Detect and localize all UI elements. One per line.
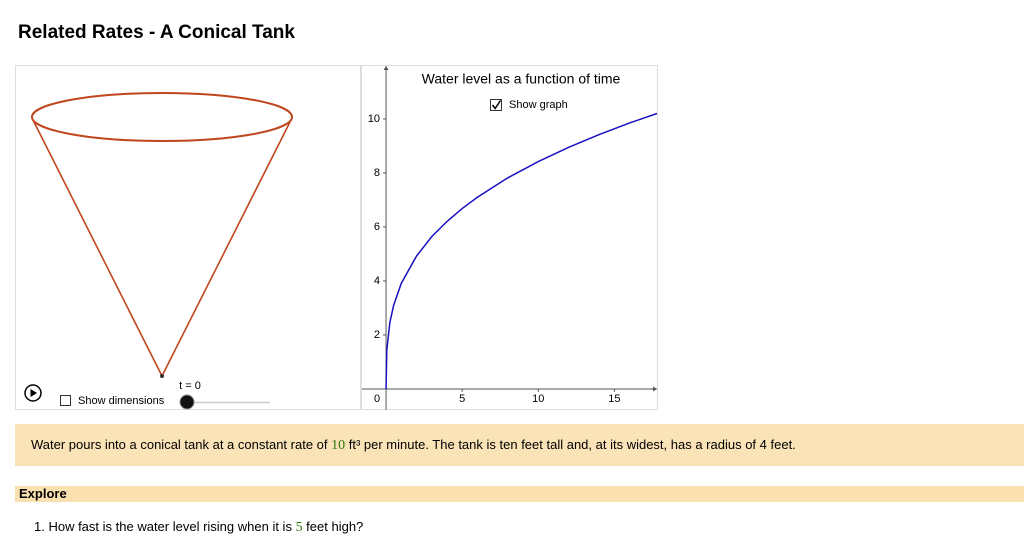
intro-text: ft³ per minute. The tank is ten feet tal… <box>345 437 796 452</box>
y-tick-label: 2 <box>374 329 380 341</box>
intro-box: Water pours into a conical tank at a con… <box>15 424 1024 466</box>
page-title: Related Rates - A Conical Tank <box>18 22 295 43</box>
question-text: feet high? <box>302 519 364 534</box>
tank-panel <box>15 65 361 410</box>
question-text: How fast is the water level rising when … <box>44 519 296 534</box>
checkmark <box>491 100 502 110</box>
x-tick-label: 10 <box>532 393 544 405</box>
graph-title: Water level as a function of time <box>422 71 621 87</box>
y-axis-arrow <box>383 66 389 70</box>
question: 1. How fast is the water level rising wh… <box>34 519 363 536</box>
water-level-curve <box>385 112 658 389</box>
y-tick-label: 8 <box>374 167 380 179</box>
play-icon <box>30 389 37 397</box>
explore-heading: Explore <box>15 486 1024 502</box>
graph-panel <box>361 65 658 410</box>
y-tick-label: 4 <box>374 275 380 287</box>
tank-rim <box>31 92 293 142</box>
x-axis-arrow <box>653 386 657 392</box>
question-number: 1. <box>34 519 45 534</box>
x-tick-label: 5 <box>459 393 465 405</box>
x-tick-label: 0 <box>374 393 380 405</box>
x-tick-label: 15 <box>608 393 620 405</box>
slider-label: t = 0 <box>179 380 201 392</box>
height-value: 5 <box>295 520 303 535</box>
applet: Show dimensions t = 0 Water level as a f… <box>15 65 658 410</box>
y-tick-label: 6 <box>374 221 380 233</box>
show-dimensions-label[interactable]: Show dimensions <box>78 395 165 407</box>
intro-text: Water pours into a conical tank at a con… <box>31 437 332 452</box>
y-tick-label: 10 <box>368 113 380 125</box>
slider-knob[interactable] <box>179 394 195 410</box>
show-graph-label[interactable]: Show graph <box>509 99 568 111</box>
show-dimensions-checkbox[interactable] <box>60 395 71 406</box>
tank-apex <box>160 374 164 378</box>
show-graph-checkbox[interactable] <box>490 99 502 111</box>
rate-value: 10 <box>331 438 346 453</box>
